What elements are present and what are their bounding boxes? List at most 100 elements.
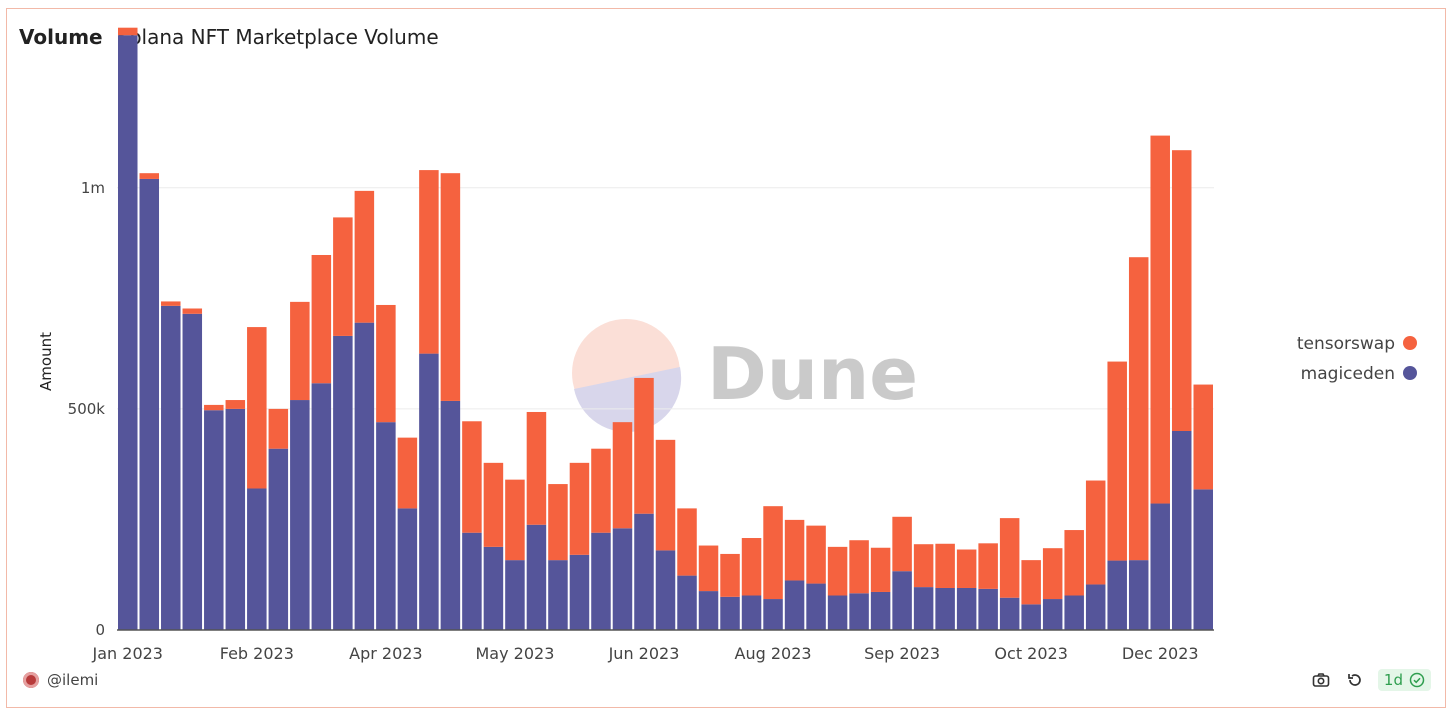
bar-tensorswap[interactable] bbox=[290, 301, 310, 401]
bar-tensorswap[interactable] bbox=[182, 308, 203, 314]
bar-magiceden[interactable] bbox=[655, 550, 676, 630]
bar-tensorswap[interactable] bbox=[1107, 361, 1127, 561]
bar-magiceden[interactable] bbox=[354, 322, 375, 630]
bar-tensorswap[interactable] bbox=[720, 553, 740, 597]
bar-magiceden[interactable] bbox=[849, 593, 869, 630]
bar-magiceden[interactable] bbox=[247, 488, 267, 630]
bar-magiceden[interactable] bbox=[999, 597, 1020, 630]
bar-magiceden[interactable] bbox=[956, 587, 977, 630]
owner[interactable]: @ilemi bbox=[23, 671, 98, 689]
bar-tensorswap[interactable] bbox=[268, 408, 289, 449]
legend-item-magiceden[interactable]: magiceden bbox=[1301, 364, 1417, 384]
bar-tensorswap[interactable] bbox=[139, 173, 160, 179]
bar-magiceden[interactable] bbox=[806, 583, 826, 630]
bar-magiceden[interactable] bbox=[784, 580, 805, 630]
bar-tensorswap[interactable] bbox=[612, 422, 633, 529]
bar-tensorswap[interactable] bbox=[999, 518, 1020, 598]
bar-magiceden[interactable] bbox=[741, 595, 762, 630]
bar-tensorswap[interactable] bbox=[1085, 480, 1106, 585]
bar-tensorswap[interactable] bbox=[677, 508, 697, 576]
bar-magiceden[interactable] bbox=[505, 560, 525, 630]
bar-tensorswap[interactable] bbox=[225, 400, 246, 409]
bar-magiceden[interactable] bbox=[720, 596, 740, 630]
bar-tensorswap[interactable] bbox=[462, 421, 482, 533]
bar-tensorswap[interactable] bbox=[548, 484, 568, 561]
bar-magiceden[interactable] bbox=[1064, 595, 1084, 630]
bar-tensorswap[interactable] bbox=[806, 525, 826, 584]
bar-magiceden[interactable] bbox=[462, 532, 482, 630]
bar-tensorswap[interactable] bbox=[655, 439, 676, 551]
bar-magiceden[interactable] bbox=[892, 571, 912, 630]
bar-tensorswap[interactable] bbox=[311, 254, 332, 384]
bar-tensorswap[interactable] bbox=[784, 519, 805, 581]
bar-tensorswap[interactable] bbox=[1193, 384, 1213, 490]
bar-magiceden[interactable] bbox=[440, 400, 461, 630]
bar-tensorswap[interactable] bbox=[763, 506, 783, 600]
bar-tensorswap[interactable] bbox=[1064, 530, 1084, 596]
bar-tensorswap[interactable] bbox=[1171, 150, 1192, 431]
bar-tensorswap[interactable] bbox=[634, 377, 654, 514]
bar-tensorswap[interactable] bbox=[354, 190, 375, 323]
bar-tensorswap[interactable] bbox=[935, 543, 955, 588]
bar-magiceden[interactable] bbox=[376, 422, 396, 630]
bar-tensorswap[interactable] bbox=[591, 448, 611, 533]
bar-tensorswap[interactable] bbox=[419, 170, 439, 354]
bar-magiceden[interactable] bbox=[763, 599, 783, 630]
camera-icon[interactable] bbox=[1310, 669, 1332, 691]
bar-magiceden[interactable] bbox=[634, 513, 654, 630]
bar-tensorswap[interactable] bbox=[505, 479, 525, 561]
bar-magiceden[interactable] bbox=[333, 335, 353, 630]
bar-tensorswap[interactable] bbox=[569, 462, 590, 555]
bar-magiceden[interactable] bbox=[526, 524, 547, 630]
bar-tensorswap[interactable] bbox=[978, 543, 998, 589]
bar-tensorswap[interactable] bbox=[1021, 560, 1041, 605]
bar-magiceden[interactable] bbox=[1193, 489, 1213, 630]
bar-magiceden[interactable] bbox=[935, 587, 955, 630]
bar-magiceden[interactable] bbox=[204, 410, 224, 630]
bar-magiceden[interactable] bbox=[1085, 584, 1106, 630]
bar-magiceden[interactable] bbox=[591, 532, 611, 630]
bar-tensorswap[interactable] bbox=[483, 462, 504, 547]
refresh-icon[interactable] bbox=[1344, 669, 1366, 691]
bar-tensorswap[interactable] bbox=[247, 327, 267, 489]
bar-tensorswap[interactable] bbox=[849, 540, 869, 594]
bar-magiceden[interactable] bbox=[290, 400, 310, 630]
bar-tensorswap[interactable] bbox=[870, 547, 891, 592]
bar-magiceden[interactable] bbox=[827, 595, 848, 630]
bar-tensorswap[interactable] bbox=[1150, 135, 1170, 504]
bar-tensorswap[interactable] bbox=[526, 411, 547, 525]
bar-magiceden[interactable] bbox=[913, 587, 934, 630]
bar-magiceden[interactable] bbox=[118, 35, 138, 630]
bar-magiceden[interactable] bbox=[483, 546, 504, 630]
bar-tensorswap[interactable] bbox=[397, 437, 418, 509]
bar-magiceden[interactable] bbox=[677, 575, 697, 630]
refresh-schedule-badge[interactable]: 1d bbox=[1377, 669, 1431, 691]
bar-magiceden[interactable] bbox=[1150, 503, 1170, 630]
bar-tensorswap[interactable] bbox=[161, 301, 181, 306]
bar-magiceden[interactable] bbox=[1042, 599, 1063, 630]
bar-tensorswap[interactable] bbox=[1042, 548, 1063, 600]
bar-magiceden[interactable] bbox=[1021, 604, 1041, 630]
bar-magiceden[interactable] bbox=[182, 313, 203, 630]
bar-magiceden[interactable] bbox=[419, 353, 439, 630]
bar-magiceden[interactable] bbox=[139, 178, 160, 630]
bar-tensorswap[interactable] bbox=[698, 545, 719, 592]
bar-magiceden[interactable] bbox=[569, 554, 590, 630]
bar-magiceden[interactable] bbox=[225, 408, 246, 630]
bar-magiceden[interactable] bbox=[1171, 431, 1192, 630]
bar-magiceden[interactable] bbox=[698, 591, 719, 630]
bar-tensorswap[interactable] bbox=[1128, 257, 1149, 561]
bar-tensorswap[interactable] bbox=[892, 516, 912, 572]
bar-tensorswap[interactable] bbox=[333, 217, 353, 336]
bar-magiceden[interactable] bbox=[548, 560, 568, 630]
bar-magiceden[interactable] bbox=[1107, 560, 1127, 630]
bar-magiceden[interactable] bbox=[870, 591, 891, 630]
bar-magiceden[interactable] bbox=[161, 305, 181, 630]
bar-magiceden[interactable] bbox=[612, 528, 633, 630]
bar-magiceden[interactable] bbox=[978, 588, 998, 630]
bar-tensorswap[interactable] bbox=[376, 304, 396, 423]
bar-magiceden[interactable] bbox=[268, 448, 289, 630]
bar-tensorswap[interactable] bbox=[204, 404, 224, 411]
bar-tensorswap[interactable] bbox=[827, 546, 848, 596]
bar-magiceden[interactable] bbox=[1128, 560, 1149, 630]
